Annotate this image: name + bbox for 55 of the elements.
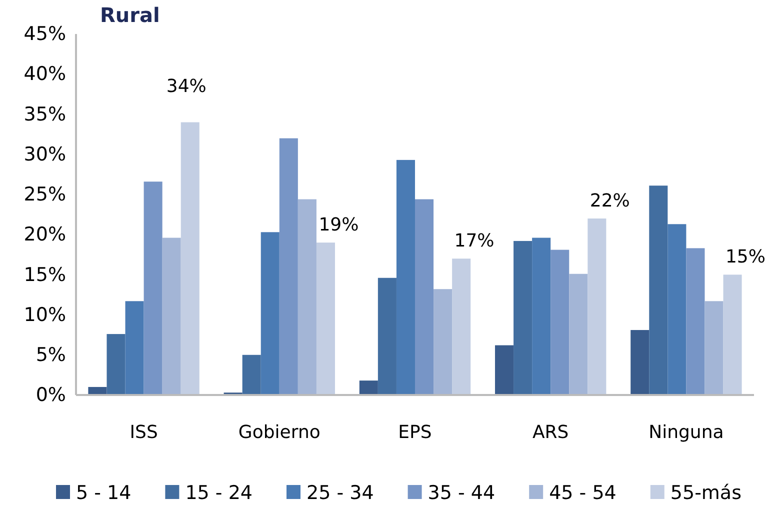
y-tick-label: 5% [36,344,66,366]
x-tick-label: EPS [398,422,432,443]
y-tick-label: 40% [24,63,66,86]
y-tick-label: 20% [24,224,66,246]
bar [723,274,742,395]
bar [106,334,126,395]
bar [359,380,378,395]
bar [396,160,415,395]
bar [316,242,335,395]
data-label: 17% [454,230,494,252]
bar [279,138,298,395]
bar [378,278,396,395]
y-tick-label: 0% [36,384,66,406]
bar [125,301,144,395]
bar [532,238,551,395]
legend-label: 25 - 34 [306,482,374,504]
bar [162,238,181,395]
bar [588,218,606,395]
legend-label: 15 - 24 [185,482,252,504]
x-tick-label: Gobierno [238,422,320,443]
y-tick-label: 30% [24,143,66,166]
chart-title: Rural [100,3,160,27]
legend-label: 5 - 14 [76,482,132,504]
bar [144,182,162,395]
data-label: 15% [725,246,766,268]
data-label: 34% [166,76,206,98]
bar [630,330,650,395]
y-tick-label: 10% [24,304,66,326]
bar [298,199,316,395]
bar [514,240,532,395]
bar [704,301,724,395]
bar [415,199,434,395]
bar [242,354,261,395]
data-label: 22% [590,190,630,212]
x-tick-label: ARS [532,422,569,443]
data-label: 19% [318,214,359,236]
bar [649,186,668,395]
legend-label: 45 - 54 [549,482,616,504]
y-tick-label: 25% [24,184,66,206]
bar [434,289,452,395]
bar [495,345,514,395]
bar [686,248,705,395]
legend-label: 35 - 44 [428,482,496,504]
x-tick-label: ISS [130,422,158,443]
bar [180,122,200,395]
x-tick-label: Ninguna [648,422,724,443]
y-tick-label: 15% [24,264,66,286]
bar [452,258,471,395]
bar [550,250,570,395]
y-tick-label: 45% [24,23,66,46]
y-tick-label: 35% [24,103,66,126]
bar [260,232,280,395]
bar [668,224,686,395]
legend-label: 55-más [670,482,742,504]
bar [569,274,588,395]
